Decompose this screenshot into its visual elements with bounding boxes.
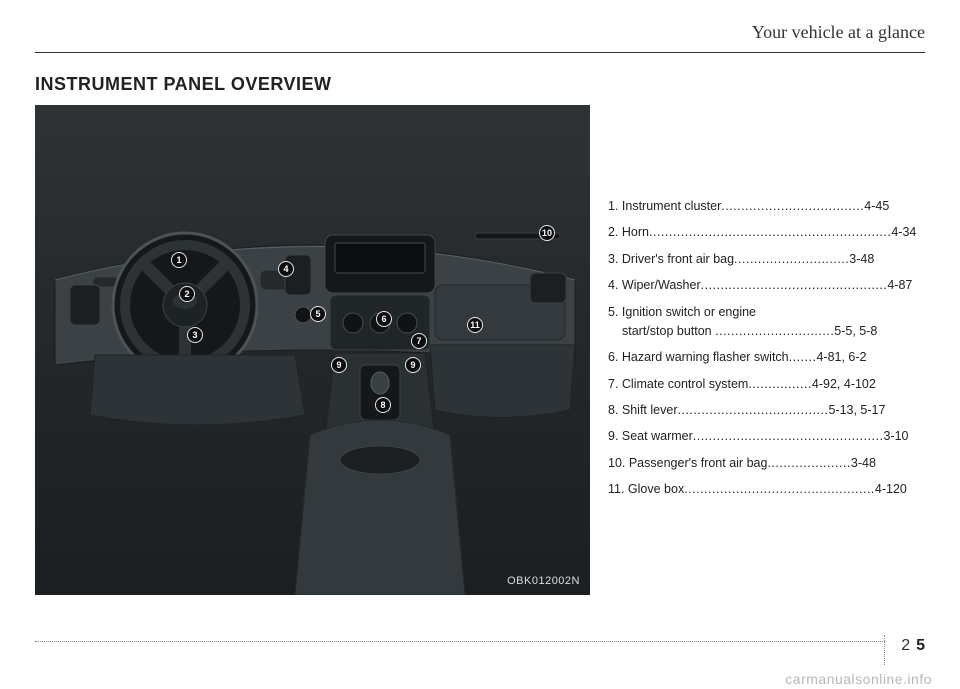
legend-item: 1. Instrument cluster...................… [608, 197, 925, 216]
callout-4: 4 [278, 261, 294, 277]
callout-9: 9 [405, 357, 421, 373]
callout-1: 1 [171, 252, 187, 268]
callout-8: 8 [375, 397, 391, 413]
figure-image-code: OBK012002N [507, 575, 580, 587]
callout-11: 11 [467, 317, 483, 333]
legend-item: 4. Wiper/Washer.........................… [608, 276, 925, 295]
section-number: 2 [901, 637, 910, 655]
page-title: INSTRUMENT PANEL OVERVIEW [35, 74, 925, 95]
footer-rule [35, 641, 885, 642]
legend-item: 5. Ignition switch or enginestart/stop b… [608, 303, 925, 342]
callout-3: 3 [187, 327, 203, 343]
legend-item: 7. Climate control system...............… [608, 375, 925, 394]
legend-item: 10. Passenger's front air bag...........… [608, 454, 925, 473]
dashboard-figure: 1 2 3 4 5 6 7 8 9 9 10 11 OBK012002N [35, 105, 590, 595]
callout-9: 9 [331, 357, 347, 373]
footer-divider [884, 635, 885, 665]
dashboard-illustration [35, 105, 590, 595]
header-rule [35, 52, 925, 53]
legend-list: 1. Instrument cluster...................… [608, 105, 925, 595]
callout-2: 2 [179, 286, 195, 302]
legend-item: 8. Shift lever..........................… [608, 401, 925, 420]
watermark: carmanualsonline.info [785, 671, 932, 687]
header-section-label: Your vehicle at a glance [752, 22, 925, 43]
callout-10: 10 [539, 225, 555, 241]
callout-5: 5 [310, 306, 326, 322]
legend-item: 9. Seat warmer..........................… [608, 427, 925, 446]
page-number-value: 5 [916, 637, 925, 655]
legend-item: 2. Horn.................................… [608, 223, 925, 242]
callout-6: 6 [376, 311, 392, 327]
legend-item: 11. Glove box...........................… [608, 480, 925, 499]
legend-item: 6. Hazard warning flasher switch.......4… [608, 348, 925, 367]
page-number: 2 5 [901, 637, 925, 655]
callout-7: 7 [411, 333, 427, 349]
legend-item: 3. Driver's front air bag...............… [608, 250, 925, 269]
